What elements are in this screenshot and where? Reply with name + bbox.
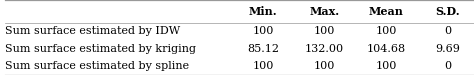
Text: 85.12: 85.12 [247,44,279,54]
Text: Min.: Min. [249,6,277,17]
Text: 100: 100 [375,26,397,36]
Text: 100: 100 [252,61,274,71]
Text: Sum surface estimated by IDW: Sum surface estimated by IDW [5,26,180,36]
Text: 104.68: 104.68 [367,44,406,54]
Text: 100: 100 [314,61,336,71]
Text: S.D.: S.D. [436,6,460,17]
Text: Mean: Mean [369,6,404,17]
Text: Sum surface estimated by kriging: Sum surface estimated by kriging [5,44,196,54]
Text: 0: 0 [444,26,452,36]
Text: 0: 0 [444,61,452,71]
Text: Max.: Max. [310,6,340,17]
Text: 132.00: 132.00 [305,44,344,54]
Text: 9.69: 9.69 [436,44,460,54]
Text: 100: 100 [252,26,274,36]
Text: Sum surface estimated by spline: Sum surface estimated by spline [5,61,189,71]
Text: 100: 100 [375,61,397,71]
Text: 100: 100 [314,26,336,36]
